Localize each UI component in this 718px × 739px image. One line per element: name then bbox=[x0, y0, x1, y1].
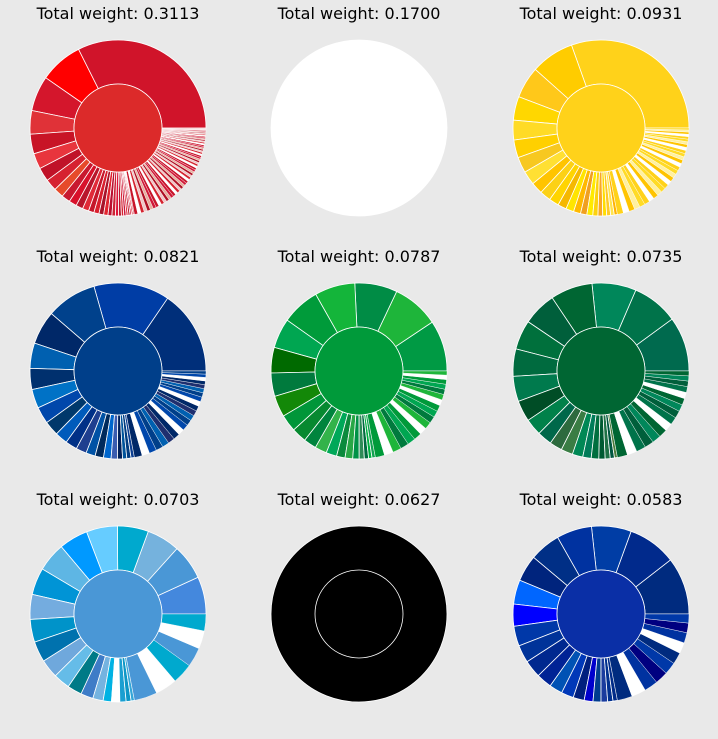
donut-chart bbox=[270, 525, 448, 703]
chart-title: Total weight: 0.0787 bbox=[277, 247, 441, 266]
donut-chart bbox=[29, 282, 207, 460]
donut-chart bbox=[512, 39, 690, 217]
center-disc bbox=[314, 83, 404, 173]
donut-chart bbox=[512, 525, 690, 703]
center-disc bbox=[556, 569, 646, 659]
chart-panel-8: Total weight: 0.0627 bbox=[244, 486, 474, 722]
chart-title: Total weight: 0.0627 bbox=[277, 490, 441, 509]
small-slice bbox=[161, 127, 207, 129]
center-disc bbox=[556, 83, 646, 173]
chart-title: Total weight: 0.3113 bbox=[36, 4, 200, 23]
chart-title: Total weight: 0.0735 bbox=[519, 247, 683, 266]
center-disc bbox=[73, 326, 163, 416]
center-disc bbox=[314, 326, 404, 416]
chart-title: Total weight: 0.0821 bbox=[36, 247, 200, 266]
donut-chart bbox=[512, 282, 690, 460]
center-disc bbox=[73, 569, 163, 659]
donut-chart bbox=[29, 39, 207, 217]
chart-title: Total weight: 0.1700 bbox=[277, 4, 441, 23]
chart-panel-5: Total weight: 0.0787 bbox=[244, 243, 474, 479]
center-disc bbox=[556, 326, 646, 416]
chart-title: Total weight: 0.0703 bbox=[36, 490, 200, 509]
donut-chart bbox=[270, 39, 448, 217]
chart-panel-2: Total weight: 0.1700 bbox=[244, 0, 474, 236]
chart-panel-4: Total weight: 0.0821 bbox=[3, 243, 233, 479]
center-disc bbox=[73, 83, 163, 173]
chart-panel-1: Total weight: 0.3113 bbox=[3, 0, 233, 236]
chart-panel-6: Total weight: 0.0735 bbox=[486, 243, 716, 479]
donut-chart bbox=[270, 282, 448, 460]
chart-panel-3: Total weight: 0.0931 bbox=[486, 0, 716, 236]
center-disc bbox=[314, 569, 404, 659]
chart-title: Total weight: 0.0931 bbox=[519, 4, 683, 23]
donut-chart bbox=[29, 525, 207, 703]
chart-panel-7: Total weight: 0.0703 bbox=[3, 486, 233, 722]
chart-title: Total weight: 0.0583 bbox=[519, 490, 683, 509]
chart-panel-9: Total weight: 0.0583 bbox=[486, 486, 716, 722]
